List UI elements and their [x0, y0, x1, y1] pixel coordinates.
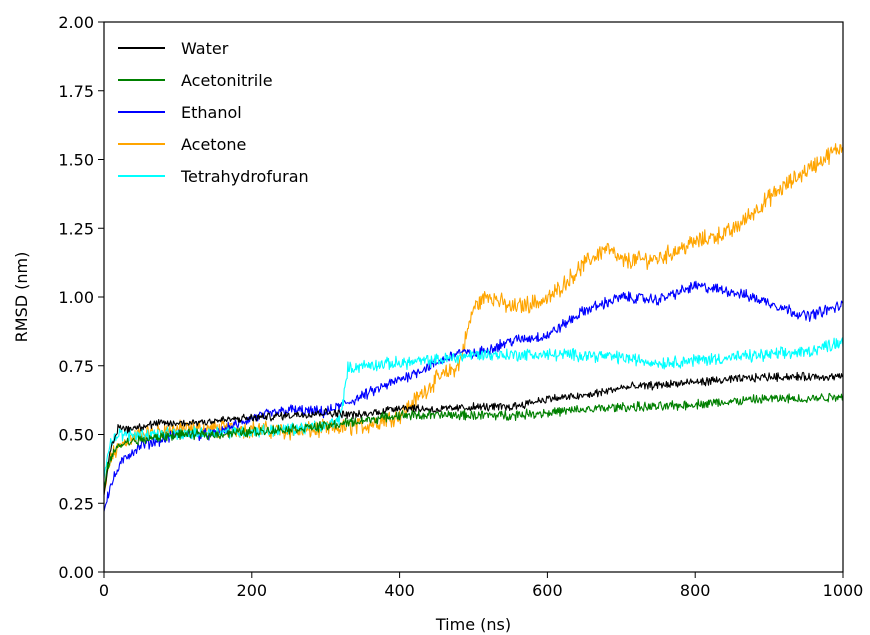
y-tick-label: 1.50 — [58, 151, 94, 170]
x-tick-label: 800 — [680, 581, 711, 600]
y-tick-label: 1.75 — [58, 82, 94, 101]
series-line-acetonitrile — [103, 392, 844, 490]
y-tick-label: 2.00 — [58, 13, 94, 32]
x-tick-label: 1000 — [823, 581, 864, 600]
x-tick-label: 200 — [237, 581, 268, 600]
legend-label-ethanol: Ethanol — [181, 103, 242, 122]
y-tick-label: 0.50 — [58, 426, 94, 445]
y-tick-label: 1.25 — [58, 219, 94, 238]
y-axis-label: RMSD (nm) — [12, 252, 31, 343]
y-tick-label: 1.00 — [58, 288, 94, 307]
x-axis: 0 200 400 600 800 1000 — [99, 572, 863, 600]
legend-label-acetone: Acetone — [181, 135, 246, 154]
legend: Water Acetonitrile Ethanol Acetone Tetrahydr… — [118, 39, 309, 186]
series-layer — [103, 143, 844, 512]
x-tick-label: 400 — [384, 581, 415, 600]
series-line-water — [103, 371, 844, 496]
x-tick-label: 0 — [99, 581, 109, 600]
legend-label-tetrahydrofuran: Tetrahydrofuran — [180, 167, 309, 186]
x-tick-label: 600 — [532, 581, 563, 600]
x-axis-label: Time (ns) — [435, 615, 511, 634]
legend-label-water: Water — [181, 39, 229, 58]
series-line-tetrahydrofuran — [103, 337, 844, 479]
legend-label-acetonitrile: Acetonitrile — [181, 71, 273, 90]
y-tick-label: 0.75 — [58, 357, 94, 376]
y-tick-label: 0.00 — [58, 563, 94, 582]
y-tick-label: 0.25 — [58, 494, 94, 513]
y-axis: 0.00 0.25 0.50 0.75 1.00 1.25 1.50 1.75 2.00 — [58, 13, 104, 582]
